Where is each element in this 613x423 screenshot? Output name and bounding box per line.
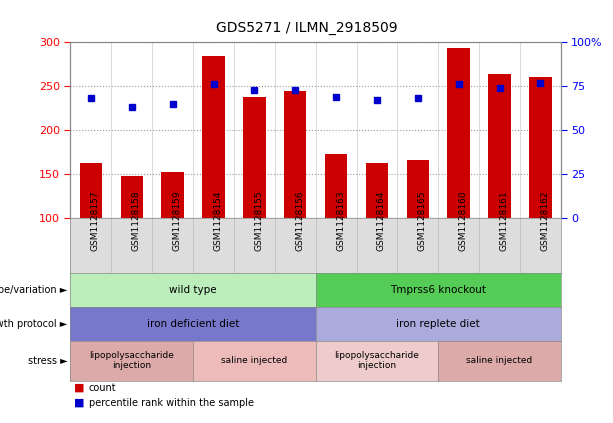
Text: GSM1128159: GSM1128159 <box>173 190 181 251</box>
Text: GSM1128161: GSM1128161 <box>500 190 509 251</box>
Text: GSM1128155: GSM1128155 <box>254 190 264 251</box>
Text: count: count <box>89 383 116 393</box>
Text: GSM1128164: GSM1128164 <box>377 190 386 251</box>
Text: GSM1128162: GSM1128162 <box>541 190 549 251</box>
Text: GSM1128158: GSM1128158 <box>132 190 141 251</box>
Text: GSM1128156: GSM1128156 <box>295 190 304 251</box>
Text: saline injected: saline injected <box>466 356 533 365</box>
Bar <box>366 162 388 218</box>
Text: Tmprss6 knockout: Tmprss6 knockout <box>390 285 486 295</box>
Bar <box>489 74 511 218</box>
Text: stress ►: stress ► <box>28 356 67 365</box>
Bar <box>243 97 265 218</box>
Text: saline injected: saline injected <box>221 356 287 365</box>
Text: GDS5271 / ILMN_2918509: GDS5271 / ILMN_2918509 <box>216 21 397 35</box>
Text: GSM1128154: GSM1128154 <box>213 190 223 251</box>
Bar <box>447 49 470 218</box>
Text: lipopolysaccharide
injection: lipopolysaccharide injection <box>89 351 174 370</box>
Bar <box>529 77 552 218</box>
Text: GSM1128157: GSM1128157 <box>91 190 100 251</box>
Text: iron replete diet: iron replete diet <box>397 319 480 329</box>
Text: ■: ■ <box>74 383 84 393</box>
Bar <box>121 176 143 218</box>
Bar <box>80 162 102 218</box>
Text: lipopolysaccharide
injection: lipopolysaccharide injection <box>335 351 419 370</box>
Bar <box>161 172 184 218</box>
Text: GSM1128163: GSM1128163 <box>336 190 345 251</box>
Text: GSM1128165: GSM1128165 <box>418 190 427 251</box>
Bar <box>202 56 225 218</box>
Text: percentile rank within the sample: percentile rank within the sample <box>89 398 254 408</box>
Text: GSM1128160: GSM1128160 <box>459 190 468 251</box>
Text: genotype/variation ►: genotype/variation ► <box>0 285 67 295</box>
Bar <box>406 160 429 218</box>
Bar <box>325 154 348 218</box>
Text: wild type: wild type <box>169 285 217 295</box>
Bar <box>284 91 306 218</box>
Text: ■: ■ <box>74 398 84 408</box>
Text: growth protocol ►: growth protocol ► <box>0 319 67 329</box>
Text: iron deficient diet: iron deficient diet <box>147 319 239 329</box>
